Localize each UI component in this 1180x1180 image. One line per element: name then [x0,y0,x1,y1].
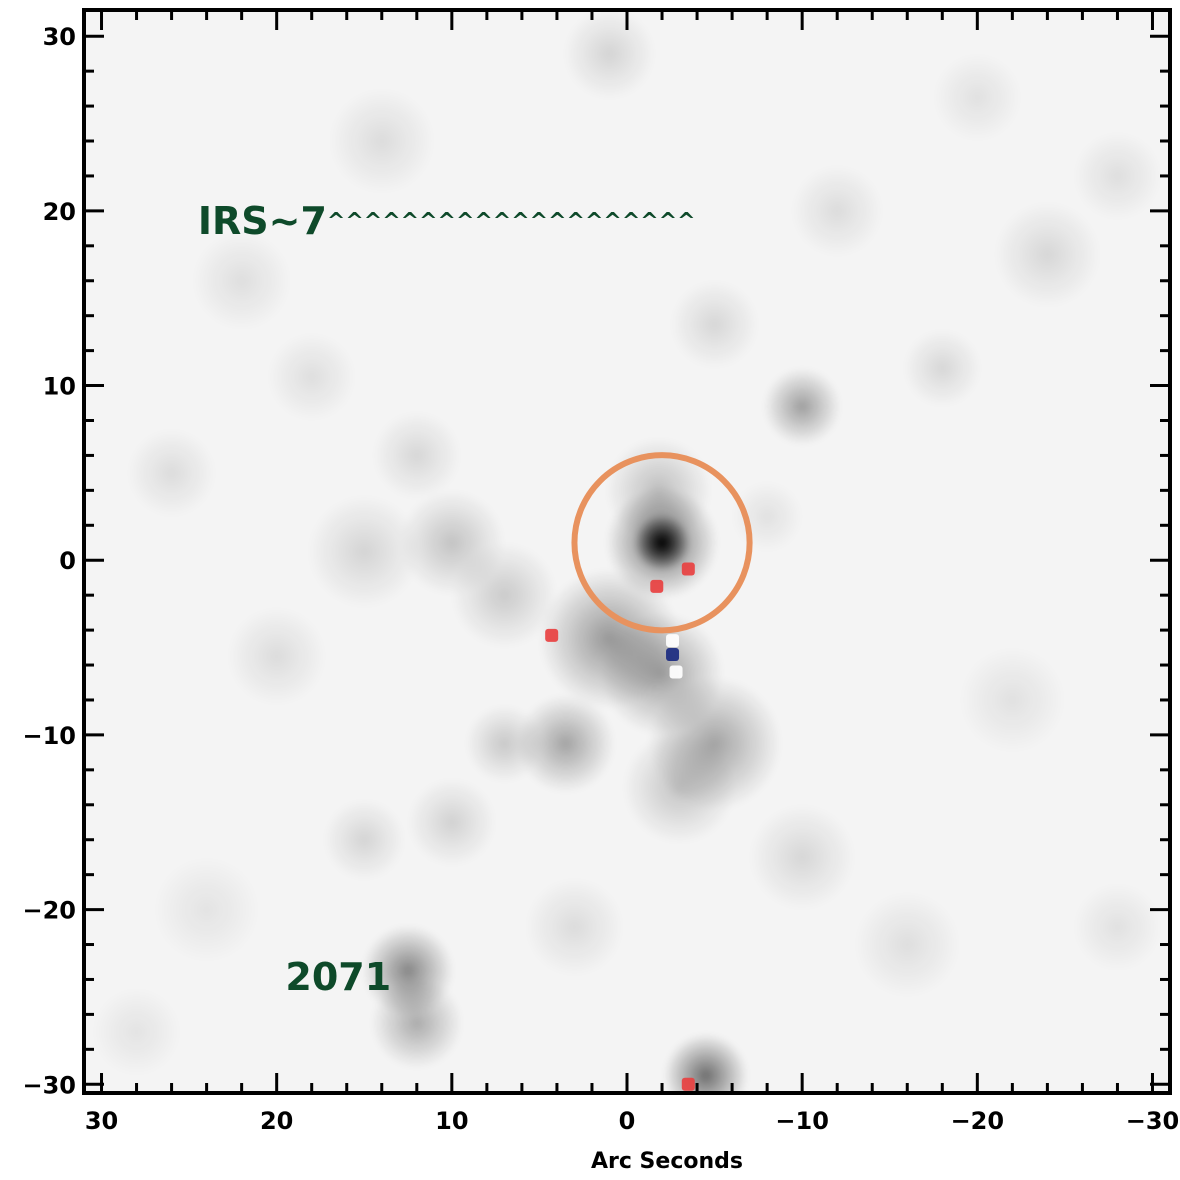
x-tick-label: −10 [775,1107,829,1135]
sky-source-blob [408,778,496,867]
x-tick-label: 20 [260,1107,293,1135]
x-tick-label: −20 [951,1107,1005,1135]
red-marker [545,628,559,642]
y-tick-label: 10 [43,373,76,401]
sky-source-blob [563,10,656,100]
sky-source-blob [127,429,216,517]
sky-source-blob [749,804,855,910]
sky-source-blob [854,891,960,998]
axis-ticks: 30 20 10 0 −10 −20 −30 30 20 10 0 −10 −20 −30 [22,10,1179,1135]
sky-source-blob [323,799,405,881]
aperture-circle [571,452,753,634]
sky-source-blob [623,731,736,844]
sky-source-blob [1073,132,1162,220]
y-tick-label: 30 [43,23,76,51]
x-tick-label: −30 [1126,1107,1180,1135]
y-tick-label: 0 [59,547,76,575]
sky-source-blob [329,88,435,194]
sky-source-blob [791,165,883,257]
white-marker [666,634,680,648]
sky-source-blob [92,988,181,1076]
sky-source-blob [227,607,326,706]
sky-source-blob [525,878,624,977]
sky-source-blob [670,280,759,369]
sky-source-blob [267,333,356,421]
y-tick-label: −20 [22,897,76,925]
y-tick-label: 20 [43,198,76,226]
y-tick-label: −30 [22,1071,76,1099]
irs-7-text: IRS~7 [198,199,327,243]
x-tick-label: 10 [435,1107,468,1135]
red-marker [681,562,695,576]
sky-source-blob [903,329,981,407]
irs-7-trail: ^^^^^^^^^^^^^^^^^^^^ [327,209,696,234]
sky-source-blob [933,53,1022,142]
source-markers [545,562,695,1091]
sky-source-blob [465,705,543,783]
sky-source-blob [605,437,712,543]
x-axis-title: Arc Seconds [591,1149,743,1174]
sky-source-blob [154,857,260,963]
white-marker [669,665,683,679]
sky-source-blob [994,202,1100,308]
sky-source-blob [959,647,1065,753]
sky-sources [92,10,1162,1093]
x-tick-label: 30 [85,1107,118,1135]
sky-source-blob [192,231,291,330]
sky-source-blob [516,694,615,793]
sky-source-blob [763,367,841,446]
sky-image [84,10,1170,1093]
irs-7-label: IRS~7^^^^^^^^^^^^^^^^^^^^ [198,199,696,243]
y-tick-label: −10 [22,722,76,750]
x-tick-label: 0 [619,1107,636,1135]
sky-source-blob [451,542,557,648]
sky-source-blob [1073,883,1162,971]
red-marker [650,579,664,593]
sky-source-blob [308,495,421,608]
sky-source-blob [373,411,461,500]
sky-source-blob [663,1033,748,1093]
sky-source-blob [371,977,463,1069]
blue-marker [666,648,680,662]
red-marker [681,1077,695,1091]
source-2071-label: 2071 [285,955,391,999]
